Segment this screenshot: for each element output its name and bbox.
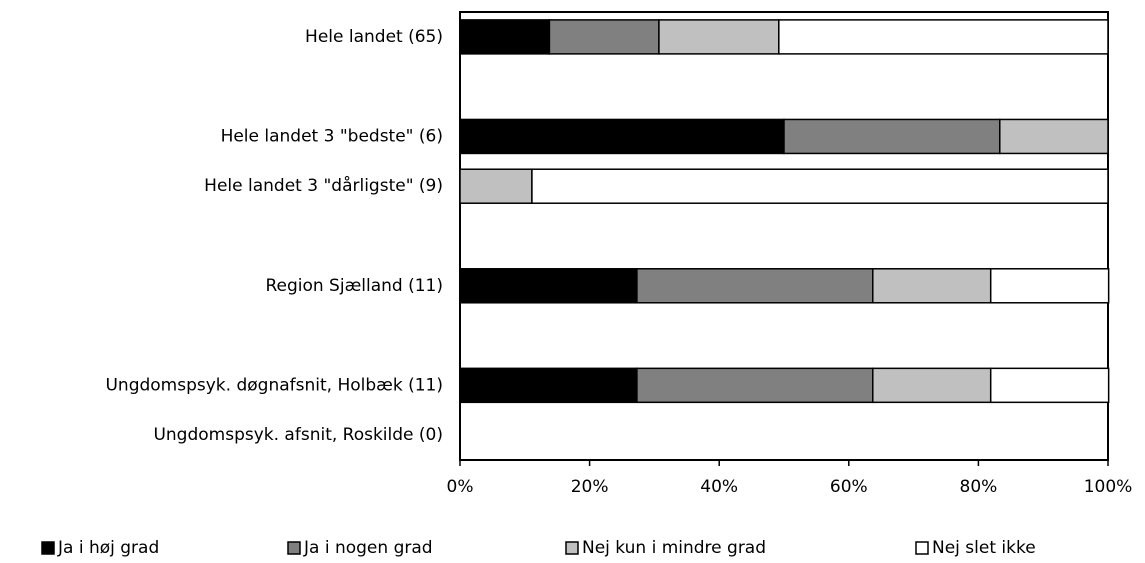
x-tick-label: 60%	[830, 477, 868, 497]
legend-label: Ja i nogen grad	[303, 538, 433, 558]
bar-segment	[459, 19, 551, 55]
legend-label: Ja i høj grad	[57, 538, 159, 558]
category-label: Ungdomspsyk. døgnafsnit, Holbæk (11)	[105, 375, 443, 395]
bar-segment	[459, 268, 638, 304]
legend-label: Nej kun i mindre grad	[582, 538, 766, 558]
plot-frame	[459, 11, 1109, 461]
bar-segment	[548, 19, 660, 55]
bar-segment	[459, 118, 785, 155]
bar-segment	[872, 367, 992, 404]
legend-swatch	[915, 541, 929, 555]
category-label: Hele landet 3 "dårligste" (9)	[204, 175, 443, 196]
x-tick-label: 80%	[960, 477, 998, 497]
legend-swatch	[287, 541, 301, 555]
x-tick-label: 40%	[700, 477, 738, 497]
bar-segment	[783, 118, 1001, 155]
bar-segment	[999, 118, 1109, 155]
category-label: Ungdomspsyk. afsnit, Roskilde (0)	[153, 425, 443, 445]
legend-swatch	[41, 541, 55, 555]
bar-segment	[778, 19, 1109, 55]
bar-segment	[459, 367, 638, 404]
category-label: Hele landet 3 "bedste" (6)	[221, 126, 443, 146]
category-label: Hele landet (65)	[305, 27, 443, 47]
x-tick-label: 0%	[447, 477, 474, 497]
legend-swatch	[565, 541, 579, 555]
bar-segment	[989, 268, 1110, 304]
bar-segment	[872, 268, 992, 304]
bar-segment	[658, 19, 780, 55]
x-tick-label: 20%	[571, 477, 609, 497]
x-tick-label: 100%	[1084, 477, 1133, 497]
legend-label: Nej slet ikke	[932, 538, 1036, 558]
bar-segment	[989, 367, 1110, 404]
category-label: Region Sjælland (11)	[265, 276, 443, 296]
bar-segment	[531, 168, 1109, 204]
bar-segment	[636, 268, 874, 304]
bar-segment	[636, 367, 874, 404]
bar-segment	[459, 168, 533, 204]
